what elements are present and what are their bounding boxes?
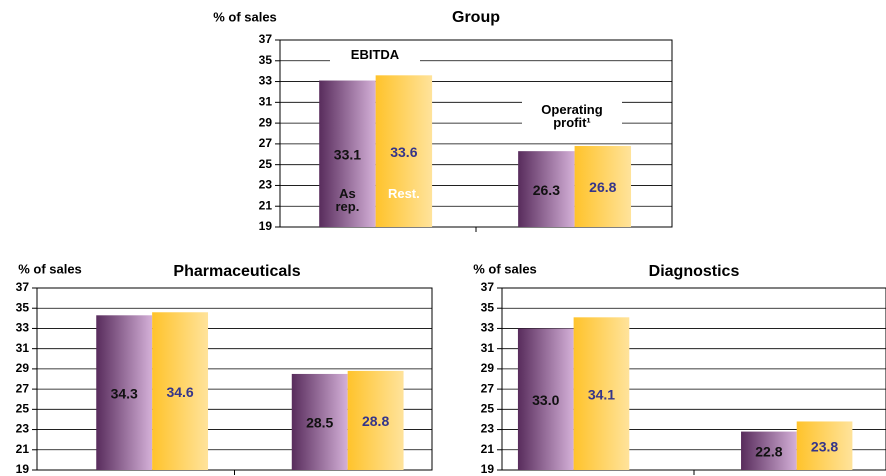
bar <box>347 370 404 470</box>
bar <box>96 315 153 470</box>
y-tick-label: 25 <box>481 402 495 416</box>
bar <box>152 312 209 470</box>
y-tick-label: 25 <box>259 157 273 171</box>
y-axis-label: % of sales <box>18 261 82 276</box>
y-tick-label: 21 <box>16 442 30 456</box>
value-label: 22.8 <box>755 443 782 459</box>
value-label: 28.8 <box>362 413 389 429</box>
chart-title: Group <box>452 9 500 26</box>
bar <box>574 145 632 227</box>
y-tick-label: 35 <box>259 53 273 67</box>
value-label: 34.1 <box>588 386 615 402</box>
y-tick-label: 33 <box>259 74 273 88</box>
y-tick-label: 19 <box>259 219 273 233</box>
y-tick-label: 25 <box>16 402 30 416</box>
bar <box>517 328 574 470</box>
y-tick-label: 31 <box>16 341 30 355</box>
value-label: 33.6 <box>390 144 417 160</box>
legend-label: As rep. <box>335 186 360 214</box>
bar <box>291 373 348 470</box>
y-tick-label: 19 <box>16 462 30 476</box>
y-tick-label: 31 <box>259 95 273 109</box>
y-tick-label: 21 <box>259 198 273 212</box>
y-tick-label: 31 <box>481 341 495 355</box>
y-tick-label: 37 <box>16 280 30 294</box>
category-label: Operating profit¹ <box>522 100 622 132</box>
category-label: EBITDA <box>330 45 420 64</box>
y-tick-label: 27 <box>481 381 495 395</box>
y-tick-label: 19 <box>481 462 495 476</box>
value-label: 33.1 <box>334 146 361 162</box>
value-label: 33.0 <box>532 392 559 408</box>
value-label: 26.3 <box>533 182 560 198</box>
y-tick-label: 23 <box>259 178 273 192</box>
bar <box>741 431 797 470</box>
y-tick-label: 35 <box>16 300 30 314</box>
bar <box>573 317 630 470</box>
y-tick-label: 37 <box>481 280 495 294</box>
y-tick-label: 21 <box>481 442 495 456</box>
y-tick-label: 27 <box>259 136 273 150</box>
value-label: 28.5 <box>306 415 333 431</box>
bar <box>319 80 376 228</box>
y-tick-label: 29 <box>16 361 30 375</box>
chart-title: Diagnostics <box>649 263 740 280</box>
y-axis-label: % of sales <box>213 9 277 24</box>
bar <box>518 151 575 227</box>
legend-label: Rest. <box>387 186 420 201</box>
bar <box>375 75 433 227</box>
bar <box>796 421 853 470</box>
y-tick-label: 29 <box>259 115 273 129</box>
y-tick-label: 33 <box>481 321 495 335</box>
y-tick-label: 33 <box>16 321 30 335</box>
y-tick-label: 35 <box>481 300 495 314</box>
y-axis-label: % of sales <box>473 261 537 276</box>
y-tick-label: 23 <box>16 422 30 436</box>
y-tick-label: 23 <box>481 422 495 436</box>
value-label: 23.8 <box>811 438 838 454</box>
y-tick-label: 37 <box>259 32 273 46</box>
chart-title: Pharmaceuticals <box>173 263 300 280</box>
y-tick-label: 29 <box>481 361 495 375</box>
y-tick-label: 27 <box>16 381 30 395</box>
value-label: 34.3 <box>111 385 138 401</box>
value-label: 26.8 <box>589 179 616 195</box>
value-label: 34.6 <box>166 384 193 400</box>
